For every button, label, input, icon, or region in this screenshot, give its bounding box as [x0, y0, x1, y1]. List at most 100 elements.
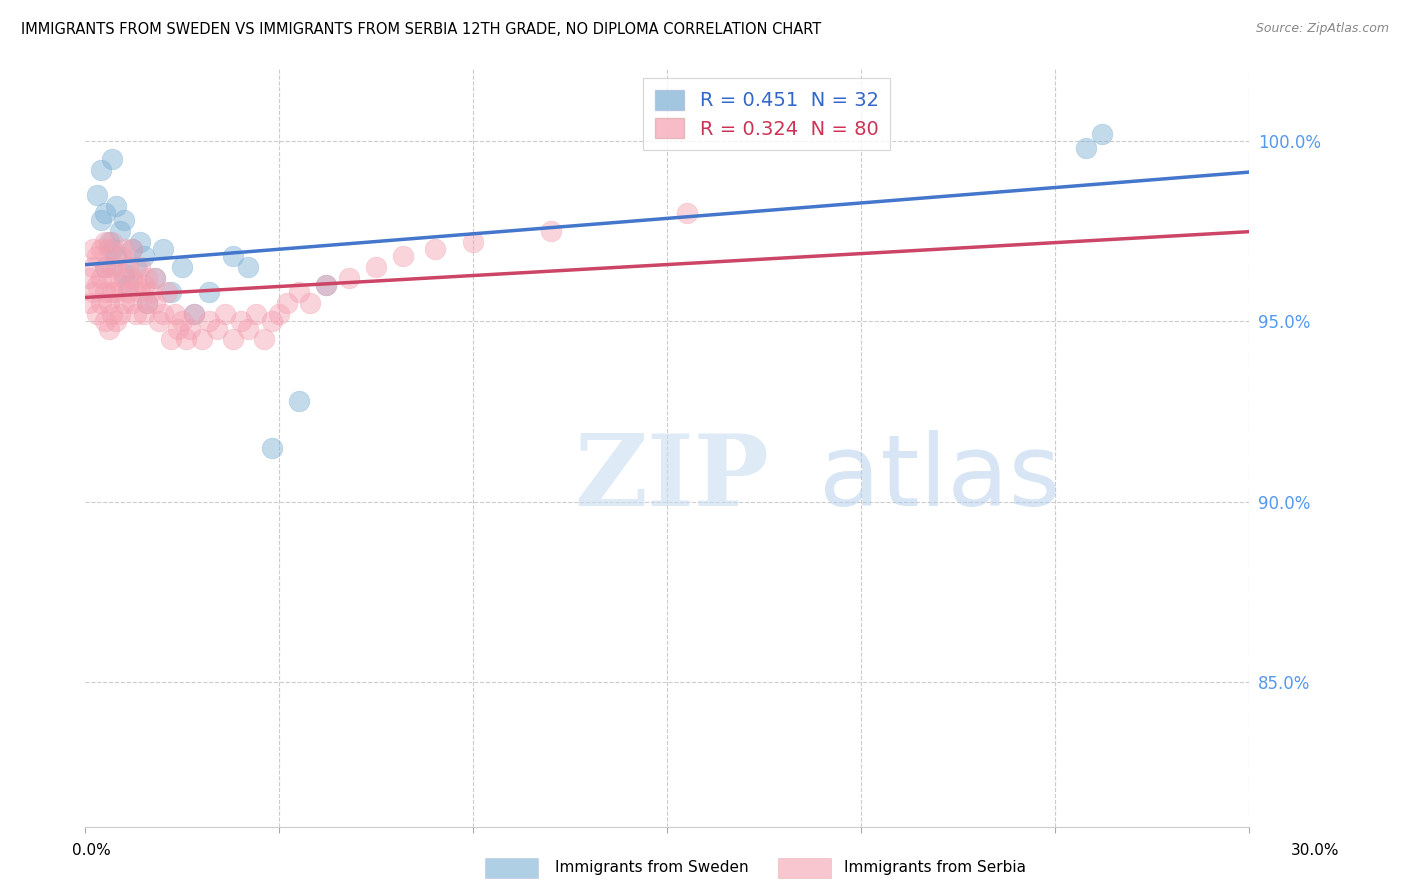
Point	[97, 321, 120, 335]
Point	[101, 285, 124, 300]
Point	[125, 278, 148, 293]
Point	[97, 242, 120, 256]
Point	[132, 249, 155, 263]
Point	[105, 199, 128, 213]
Point	[93, 260, 115, 274]
Point	[86, 188, 108, 202]
Point	[183, 307, 205, 321]
Point	[152, 242, 174, 256]
Point	[198, 314, 221, 328]
Point	[229, 314, 252, 328]
Point	[1076, 141, 1098, 155]
Point	[86, 249, 108, 263]
Point	[392, 249, 415, 263]
Point	[222, 249, 245, 263]
Point	[112, 271, 135, 285]
Point	[132, 278, 155, 293]
Point	[172, 260, 194, 274]
Point	[112, 296, 135, 310]
Point	[101, 235, 124, 249]
Point	[93, 235, 115, 249]
Point	[174, 332, 197, 346]
Point	[128, 260, 150, 274]
Point	[287, 393, 309, 408]
Point	[143, 296, 166, 310]
Point	[222, 332, 245, 346]
Point	[245, 307, 267, 321]
Point	[148, 314, 170, 328]
Point	[238, 321, 260, 335]
Point	[190, 332, 212, 346]
Point	[159, 285, 181, 300]
Point	[337, 271, 360, 285]
Point	[121, 242, 143, 256]
Point	[198, 285, 221, 300]
Point	[86, 307, 108, 321]
Point	[93, 285, 115, 300]
Legend: R = 0.451  N = 32, R = 0.324  N = 80: R = 0.451 N = 32, R = 0.324 N = 80	[644, 78, 890, 151]
Point	[97, 271, 120, 285]
Point	[90, 271, 112, 285]
Point	[163, 307, 186, 321]
Point	[214, 307, 236, 321]
Text: IMMIGRANTS FROM SWEDEN VS IMMIGRANTS FROM SERBIA 12TH GRADE, NO DIPLOMA CORRELAT: IMMIGRANTS FROM SWEDEN VS IMMIGRANTS FRO…	[21, 22, 821, 37]
Point	[93, 206, 115, 220]
Point	[315, 278, 337, 293]
Point	[132, 307, 155, 321]
Point	[128, 235, 150, 249]
Point	[112, 242, 135, 256]
Point	[77, 296, 100, 310]
Text: 30.0%: 30.0%	[1291, 843, 1339, 858]
Point	[179, 321, 201, 335]
Point	[136, 296, 159, 310]
Point	[269, 307, 291, 321]
Point	[159, 332, 181, 346]
Point	[77, 271, 100, 285]
Point	[207, 321, 229, 335]
Point	[93, 260, 115, 274]
Point	[90, 296, 112, 310]
Text: Source: ZipAtlas.com: Source: ZipAtlas.com	[1256, 22, 1389, 36]
Point	[82, 285, 104, 300]
Point	[90, 162, 112, 177]
Point	[125, 260, 148, 274]
Point	[1091, 127, 1114, 141]
Point	[156, 285, 179, 300]
Point	[117, 260, 139, 274]
Point	[253, 332, 276, 346]
Point	[183, 307, 205, 321]
Point	[112, 268, 135, 282]
Point	[105, 249, 128, 263]
Point	[260, 441, 283, 455]
Point	[238, 260, 260, 274]
Point	[287, 285, 309, 300]
Point	[110, 224, 132, 238]
Point	[82, 260, 104, 274]
Point	[97, 235, 120, 249]
Point	[136, 296, 159, 310]
Point	[117, 278, 139, 293]
Point	[110, 278, 132, 293]
Y-axis label: 12th Grade, No Diploma: 12th Grade, No Diploma	[0, 355, 7, 541]
Point	[167, 321, 190, 335]
Point	[675, 206, 697, 220]
Point	[540, 224, 562, 238]
Point	[121, 296, 143, 310]
Text: ZIP: ZIP	[574, 430, 769, 526]
Point	[121, 242, 143, 256]
Point	[299, 296, 322, 310]
Point	[105, 285, 128, 300]
Point	[101, 307, 124, 321]
Point	[90, 213, 112, 227]
Point	[101, 152, 124, 166]
Point	[136, 271, 159, 285]
Text: Immigrants from Serbia: Immigrants from Serbia	[844, 860, 1025, 874]
Point	[110, 307, 132, 321]
Point	[93, 314, 115, 328]
Point	[82, 242, 104, 256]
Point	[128, 285, 150, 300]
Point	[105, 314, 128, 328]
Point	[112, 213, 135, 227]
Point	[143, 271, 166, 285]
Point	[101, 242, 124, 256]
